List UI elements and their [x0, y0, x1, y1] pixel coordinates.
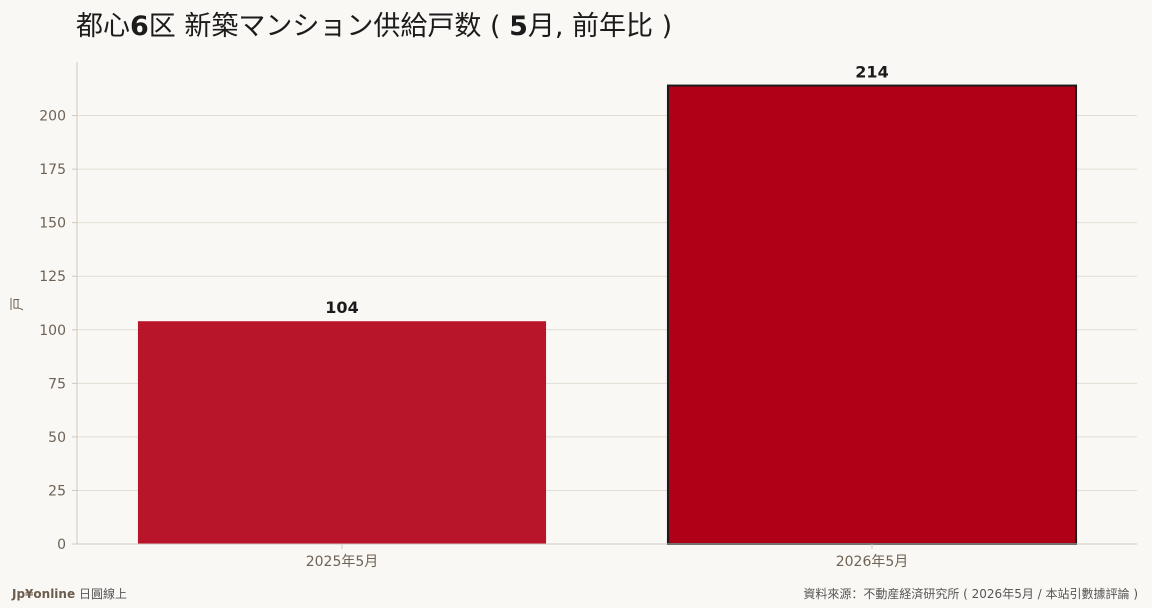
title-part-2: 6 [130, 11, 149, 42]
y-tick-label-75: 75 [48, 376, 66, 392]
source-note: 資料來源：不動産経済研究所 ( 2026年5月 / 本站引數據評論 ) [803, 587, 1138, 601]
value-label-2026年5月: 214 [855, 63, 888, 82]
chart-title: 都心6区 新築マンション供給戸数 ( 5月, 前年比 ) [76, 10, 672, 44]
title-part-3: 区 新築マンション供給戸数 ( [148, 11, 510, 42]
y-tick-label-200: 200 [39, 109, 66, 125]
brand-tagline: 日圓線上 [78, 587, 127, 601]
y-tick-label-125: 125 [39, 269, 66, 285]
footer-brand: Jp¥online 日圓線上 [12, 585, 127, 602]
y-tick-label-175: 175 [39, 162, 66, 178]
axis-layer: 0 25 50 75 100 125 150 175 200 2025年5月 2026年5月 [39, 62, 1137, 570]
title-part-5: 月, 前年比 ) [527, 11, 673, 42]
y-tick-label-50: 50 [48, 430, 66, 446]
y-tick-label-0: 0 [57, 537, 66, 553]
brand-logo: Jp¥online [12, 587, 76, 601]
title-part-1: 都心 [76, 11, 130, 42]
y-tick-label-25: 25 [48, 483, 66, 499]
y-tick-label-100: 100 [39, 323, 66, 339]
x-tick-label-2026年5月: 2026年5月 [836, 554, 909, 570]
bar-2025年5月 [137, 321, 547, 544]
x-tick-label-2025年5月: 2025年5月 [306, 554, 379, 570]
bars-layer: 104 214 [137, 63, 1078, 545]
value-label-2025年5月: 104 [325, 298, 358, 317]
y-tick-label-150: 150 [39, 216, 66, 232]
y-axis-label: 戸 [10, 297, 26, 311]
title-part-4: 5 [509, 11, 528, 42]
bar-2026年5月 [666, 84, 1078, 545]
